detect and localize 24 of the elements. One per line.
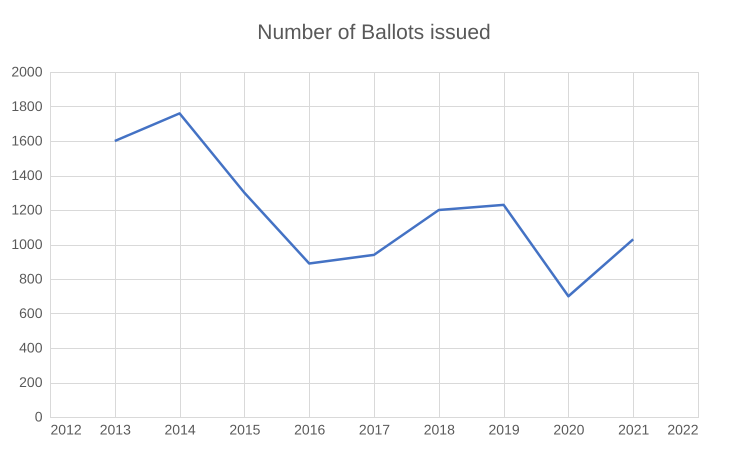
y-tick-label: 600: [19, 305, 43, 321]
y-tick-label: 1600: [11, 132, 43, 148]
x-tick-label: 2014: [164, 422, 196, 438]
x-tick-label: 2022: [667, 422, 699, 438]
y-tick-label: 200: [19, 374, 43, 390]
x-tick-label: 2021: [618, 422, 650, 438]
line-series: [114, 112, 634, 298]
x-tick-label: 2015: [229, 422, 261, 438]
y-tick-label: 800: [19, 270, 43, 286]
y-tick-label: 2000: [11, 64, 43, 80]
y-tick-label: 0: [34, 408, 43, 424]
x-tick-label: 2012: [50, 422, 82, 438]
y-tick-label: 1400: [11, 167, 43, 183]
x-tick-label: 2016: [294, 422, 326, 438]
x-tick-label: 2013: [100, 422, 132, 438]
x-tick-label: 2018: [424, 422, 456, 438]
x-tick-label: 2019: [488, 422, 520, 438]
x-tick-label: 2017: [358, 422, 390, 438]
y-tick-label: 1800: [11, 98, 43, 114]
x-tick-label: 2020: [553, 422, 585, 438]
y-tick-label: 400: [19, 340, 43, 356]
chart-title: Number of Ballots issued: [257, 21, 491, 44]
y-tick-label: 1000: [11, 236, 43, 252]
y-tick-label: 1200: [11, 202, 43, 218]
